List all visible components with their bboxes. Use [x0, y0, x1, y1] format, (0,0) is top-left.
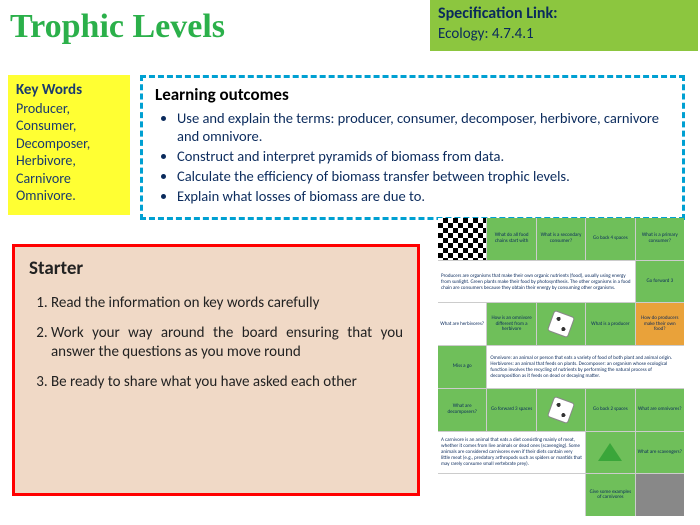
board-cell: What do all food chains start with [487, 218, 535, 260]
flag-icon [438, 218, 486, 260]
dice-icon [537, 389, 585, 431]
starter-box: Starter Read the information on key word… [12, 244, 420, 496]
board-cell: Give some examples of carnivores [586, 474, 634, 516]
board-cell: What is a producer [586, 303, 634, 345]
game-board: What do all food chains start with What … [438, 218, 684, 516]
learning-outcomes-box: Learning outcomes Use and explain the te… [140, 75, 685, 220]
cow-icon: What are herbivores? [438, 303, 486, 345]
board-cell: Miss a go [438, 346, 486, 388]
board-cell-empty [636, 474, 684, 516]
starter-item: Read the information on key words carefu… [51, 294, 403, 314]
keywords-heading: Key Words [16, 81, 122, 100]
outcome-item: Construct and interpret pyramids of biom… [177, 147, 670, 165]
specification-box: Specification Link: Ecology: 4.7.4.1 [430, 0, 698, 51]
board-cell: How is an omnivore different from a herb… [487, 303, 535, 345]
outcome-item: Explain what losses of biomass are due t… [177, 187, 670, 205]
board-cell: What is a secondary consumer? [537, 218, 585, 260]
board-cell: Go forward 3 spaces [487, 389, 535, 431]
board-info-panel: Producers are organisms that make their … [438, 261, 635, 303]
spec-detail: Ecology: 4.7.4.1 [438, 25, 690, 43]
outcomes-heading: Learning outcomes [155, 84, 670, 105]
dice-icon [537, 303, 585, 345]
outcome-item: Calculate the efficiency of biomass tran… [177, 167, 670, 185]
tiger-icon: How do producers make their own food? [636, 303, 684, 345]
page-title: Trophic Levels [10, 8, 225, 46]
board-cell: Go back 2 spaces [586, 389, 634, 431]
board-cell: What are scavengers? [636, 432, 684, 474]
board-cell: Go back 4 spaces [586, 218, 634, 260]
starter-item: Be ready to share what you have asked ea… [51, 373, 403, 393]
starter-heading: Starter [29, 257, 403, 280]
starter-item: Work your way around the board ensuring … [51, 324, 403, 363]
board-cell: Go forward 3 [636, 261, 684, 303]
board-cell: What are decomposers? [438, 389, 486, 431]
board-cell: What is a primary consumer? [636, 218, 684, 260]
arrow-up-icon [586, 432, 634, 474]
keywords-list: Producer, Consumer, Decomposer, Herbivor… [16, 100, 122, 205]
keywords-box: Key Words Producer, Consumer, Decomposer… [8, 75, 130, 215]
board-info-panel [438, 474, 585, 516]
board-info-panel: A carnivore is an animal that eats a die… [438, 432, 585, 474]
spec-heading: Specification Link: [438, 4, 690, 23]
board-cell: What are omnivores? [636, 389, 684, 431]
board-info-panel: Omnivore: an animal or person that eats … [487, 346, 684, 388]
outcome-item: Use and explain the terms: producer, con… [177, 109, 670, 145]
